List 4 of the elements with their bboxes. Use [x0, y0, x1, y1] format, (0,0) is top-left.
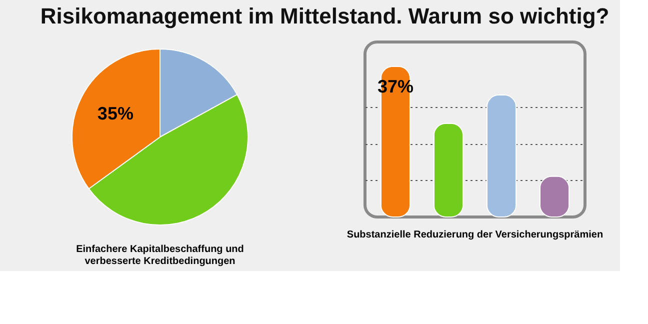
text: Einfachere Kapitalbeschaffung und verbesserte Kreditbedingungen	[76, 244, 244, 267]
text: Risikomanagement im Mittelstand. Warum so wichtig?	[40, 4, 610, 28]
text: Substanzielle Reduzierung der Versicherungsprämien	[346, 230, 604, 240]
data-label: 35%	[97, 103, 134, 124]
